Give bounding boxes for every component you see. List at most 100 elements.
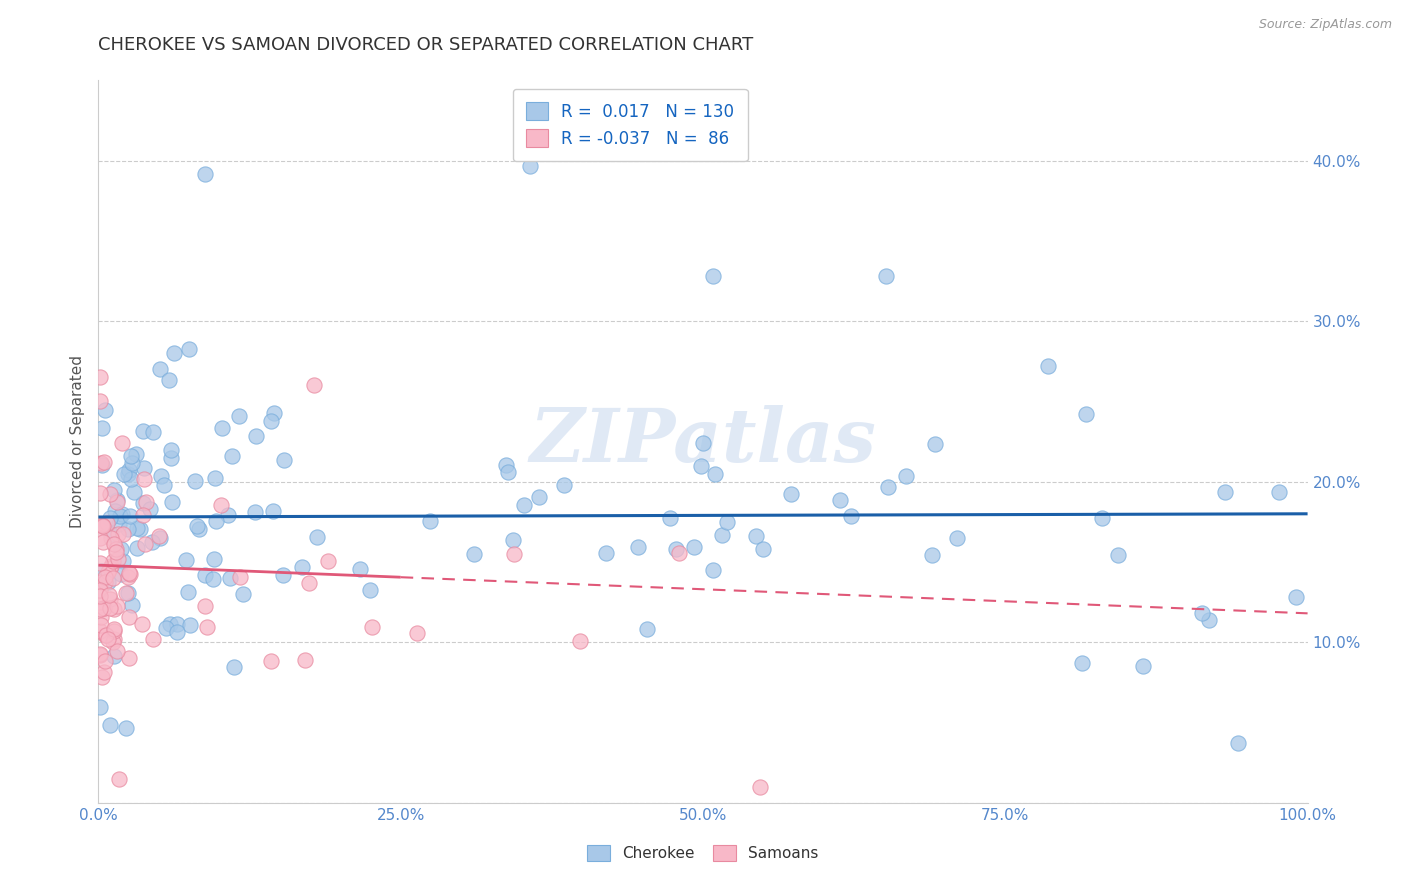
Point [121, 456, 143, 470]
Point [108, 772, 131, 786]
Point [125, 521, 148, 535]
Point [553, 478, 575, 492]
Point [125, 447, 148, 461]
Point [692, 435, 714, 450]
Point [1107, 548, 1129, 562]
Point [316, 554, 339, 568]
Point [1091, 510, 1114, 524]
Point [89, 601, 111, 615]
Point [184, 474, 207, 488]
Point [110, 508, 132, 523]
Point [1070, 656, 1092, 670]
Point [1268, 485, 1291, 500]
Point [595, 546, 617, 560]
Point [90, 602, 112, 616]
Point [120, 566, 142, 581]
Point [830, 493, 852, 508]
Text: Source: ZipAtlas.com: Source: ZipAtlas.com [1258, 18, 1392, 31]
Point [359, 583, 381, 598]
Point [89, 394, 111, 409]
Point [89, 590, 111, 604]
Point [690, 458, 713, 473]
Point [132, 496, 155, 510]
Point [160, 450, 183, 465]
Point [98, 600, 121, 615]
Point [90, 518, 112, 533]
Point [94, 654, 117, 668]
Point [103, 537, 125, 551]
Point [89, 583, 111, 598]
Point [90, 421, 112, 435]
Point [1284, 590, 1306, 604]
Point [107, 644, 129, 658]
Point [132, 425, 155, 439]
Point [152, 478, 174, 492]
Point [149, 361, 172, 376]
Point [108, 516, 131, 531]
Point [118, 610, 141, 624]
Point [97, 566, 120, 580]
Point [702, 268, 724, 283]
Point [117, 467, 139, 481]
Point [139, 501, 162, 516]
Point [105, 492, 128, 507]
Point [211, 421, 233, 435]
Point [110, 566, 132, 581]
Point [117, 566, 139, 581]
Point [105, 542, 128, 557]
Point [104, 545, 127, 559]
Point [98, 510, 121, 524]
Point [419, 514, 441, 528]
Point [495, 458, 517, 473]
Point [132, 508, 155, 523]
Point [121, 598, 143, 612]
Point [111, 435, 134, 450]
Point [160, 494, 183, 508]
Point [877, 480, 900, 494]
Point [142, 632, 165, 646]
Point [148, 531, 170, 545]
Point [127, 541, 149, 555]
Point [111, 554, 134, 568]
Point [702, 564, 724, 578]
Point [273, 453, 295, 467]
Point [716, 516, 738, 530]
Point [195, 620, 218, 634]
Point [636, 622, 658, 636]
Point [159, 617, 181, 632]
Point [188, 523, 211, 537]
Point [103, 648, 125, 663]
Point [349, 562, 371, 576]
Point [463, 547, 485, 561]
Point [711, 528, 734, 542]
Point [93, 665, 115, 679]
Point [924, 437, 946, 451]
Point [1191, 606, 1213, 620]
Point [224, 660, 246, 674]
Point [93, 455, 115, 469]
Point [93, 575, 115, 590]
Point [194, 599, 217, 613]
Point [93, 601, 115, 615]
Point [90, 610, 112, 624]
Point [101, 635, 124, 649]
Y-axis label: Divorced or Separated: Divorced or Separated [69, 355, 84, 528]
Point [110, 542, 132, 557]
Point [94, 628, 117, 642]
Point [519, 159, 541, 173]
Point [135, 495, 157, 509]
Point [682, 540, 704, 554]
Point [118, 508, 141, 523]
Point [221, 449, 243, 463]
Point [98, 718, 121, 732]
Point [228, 409, 250, 424]
Point [103, 622, 125, 636]
Point [155, 621, 177, 635]
Point [89, 370, 111, 384]
Point [134, 537, 156, 551]
Text: CHEROKEE VS SAMOAN DIVORCED OR SEPARATED CORRELATION CHART: CHEROKEE VS SAMOAN DIVORCED OR SEPARATED… [98, 36, 754, 54]
Point [209, 498, 232, 512]
Point [89, 531, 111, 545]
Point [89, 598, 111, 612]
Point [166, 625, 188, 640]
